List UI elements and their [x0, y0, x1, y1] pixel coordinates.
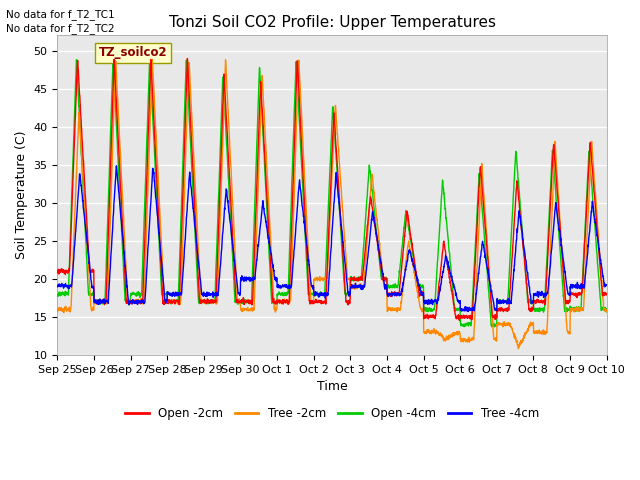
Open -2cm	[456, 317, 463, 323]
Line: Tree -4cm: Tree -4cm	[58, 166, 607, 312]
Tree -4cm	[348, 285, 356, 291]
Tree -4cm	[360, 284, 368, 289]
Open -2cm	[54, 270, 61, 276]
Open -4cm	[348, 277, 356, 283]
Tree -2cm	[148, 57, 156, 62]
Line: Tree -2cm: Tree -2cm	[58, 60, 607, 348]
Tree -4cm	[54, 283, 61, 289]
Open -4cm	[603, 309, 611, 315]
Open -2cm	[603, 290, 611, 296]
Tree -2cm	[348, 285, 356, 290]
Tree -2cm	[570, 306, 578, 312]
Legend: Open -2cm, Tree -2cm, Open -4cm, Tree -4cm: Open -2cm, Tree -2cm, Open -4cm, Tree -4…	[120, 402, 544, 425]
Tree -2cm	[603, 307, 611, 312]
Open -2cm	[570, 291, 578, 297]
Tree -4cm	[570, 284, 578, 289]
Tree -4cm	[492, 308, 500, 313]
Tree -2cm	[515, 346, 522, 351]
Text: No data for f_T2_TC1: No data for f_T2_TC1	[6, 9, 115, 20]
Open -4cm	[490, 324, 498, 330]
Open -2cm	[555, 207, 563, 213]
Tree -4cm	[555, 221, 563, 227]
Open -2cm	[207, 299, 214, 305]
Open -2cm	[184, 56, 191, 61]
Open -2cm	[492, 315, 500, 321]
Open -4cm	[360, 239, 368, 245]
Tree -4cm	[207, 291, 214, 297]
X-axis label: Time: Time	[317, 380, 348, 393]
Open -4cm	[555, 228, 563, 233]
Open -4cm	[54, 293, 61, 299]
Tree -2cm	[54, 308, 61, 314]
Text: No data for f_T2_TC2: No data for f_T2_TC2	[6, 23, 115, 34]
Tree -2cm	[360, 282, 368, 288]
Title: Tonzi Soil CO2 Profile: Upper Temperatures: Tonzi Soil CO2 Profile: Upper Temperatur…	[168, 15, 495, 30]
Open -4cm	[492, 322, 500, 328]
Tree -2cm	[207, 300, 214, 305]
Open -2cm	[348, 276, 356, 282]
Text: TZ_soilco2: TZ_soilco2	[99, 46, 167, 59]
Line: Open -2cm: Open -2cm	[58, 59, 607, 320]
Tree -4cm	[603, 283, 611, 288]
Tree -2cm	[492, 335, 500, 341]
Tree -4cm	[113, 163, 120, 168]
Line: Open -4cm: Open -4cm	[58, 60, 607, 327]
Y-axis label: Soil Temperature (C): Soil Temperature (C)	[15, 131, 28, 259]
Tree -4cm	[464, 309, 472, 314]
Open -4cm	[570, 305, 578, 311]
Open -4cm	[207, 297, 214, 303]
Open -2cm	[360, 262, 368, 267]
Open -4cm	[73, 57, 81, 62]
Tree -2cm	[555, 193, 563, 199]
